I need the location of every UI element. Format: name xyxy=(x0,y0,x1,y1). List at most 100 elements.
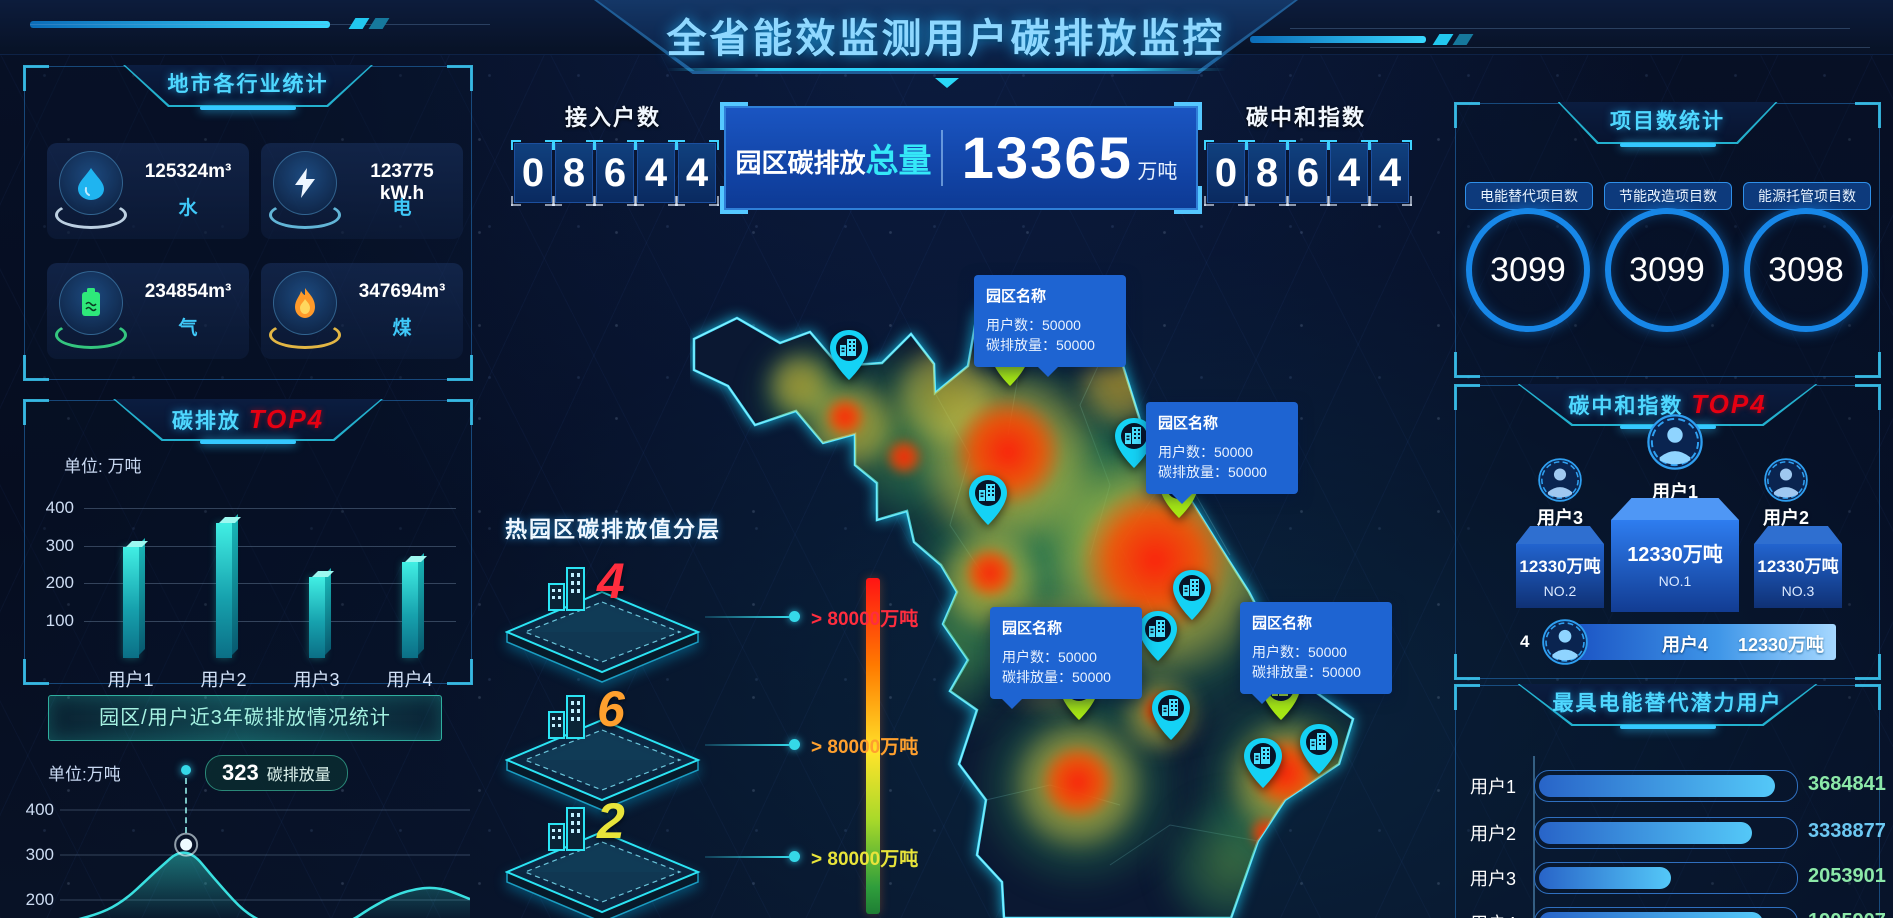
project-count-circle: 3099 xyxy=(1466,208,1590,332)
coal-value: 347694m³ xyxy=(358,281,446,302)
bar-user4[interactable] xyxy=(401,562,418,658)
bar-user2[interactable] xyxy=(231,514,238,655)
podium-first-top xyxy=(1611,498,1739,520)
bar-category-label: 用户4 xyxy=(386,670,433,690)
total-unit: 万吨 xyxy=(1137,160,1178,183)
gas-value: 234854m³ xyxy=(144,281,232,302)
potential-row: 用户2 3338877 xyxy=(1456,817,1886,849)
bar-user1[interactable] xyxy=(122,547,139,658)
podium-second-value: 12330万吨 xyxy=(1519,557,1601,576)
building-icon xyxy=(548,695,585,739)
digit-box: 0 xyxy=(511,140,555,206)
marker-value: 323 xyxy=(222,760,259,785)
emission-bar-chart[interactable]: 400 300 200 100 用户1 用户2 用户3 用户4 xyxy=(46,498,456,690)
electricity-value: 123775 kW.h xyxy=(370,161,434,204)
history-area-chart[interactable]: 400 300 200 xyxy=(24,800,471,918)
chevron-down-icon xyxy=(935,78,959,88)
podium-first-value: 12330万吨 xyxy=(1627,544,1723,566)
layer-count: 2 xyxy=(597,793,625,849)
potential-row: 用户1 3684841 xyxy=(1456,770,1886,802)
panel-project-stats: 项目数统计 电能替代项目数 节能改造项目数 能源托管项目数 3099 3099 … xyxy=(1454,102,1881,378)
project-type-label: 节能改造项目数 xyxy=(1604,182,1732,210)
stat-card-gas: 234854m³ 气 xyxy=(47,263,249,359)
fourth-rank-bar: 用户4 12330万吨 xyxy=(1574,624,1836,660)
stat-card-water: 125324m³ 水 xyxy=(47,143,249,239)
electricity-label: 电 xyxy=(392,198,412,219)
layer-row-3: 2 > 80000万吨 xyxy=(505,793,925,918)
layer-count: 6 xyxy=(597,681,625,737)
digit-box: 8 xyxy=(1245,140,1289,206)
stat-card-electricity: 123775 kW.h 电 xyxy=(261,143,463,239)
bar-category-label: 用户3 xyxy=(293,670,340,690)
digit-box: 4 xyxy=(1327,140,1371,206)
podium-third-name: 用户2 xyxy=(1762,508,1809,528)
user-avatar xyxy=(1542,619,1588,670)
podium-second-top xyxy=(1516,526,1604,544)
panel-industry-stats: 地市各行业统计 125324m³ 水 123775 kW.h 电 234854m… xyxy=(23,65,473,381)
stat-card-coal: 347694m³ 煤 xyxy=(261,263,463,359)
layer-threshold-label: > 80000万吨 xyxy=(811,849,919,870)
panel-potential-users: 最具电能替代潜力用户 用户1 3684841 用户2 3338877 用户3 2… xyxy=(1454,684,1886,918)
park-pin[interactable] xyxy=(1172,569,1212,626)
bar-user3[interactable] xyxy=(308,577,325,658)
fourth-value: 12330万吨 xyxy=(1737,635,1824,655)
bar-user3[interactable] xyxy=(324,568,331,655)
panel-emission-title: 碳排放 xyxy=(171,410,241,433)
park-pin[interactable] xyxy=(1138,610,1178,667)
bar-user4[interactable] xyxy=(417,553,424,655)
history-stats-button[interactable]: 园区/用户近3年碳排放情况统计 xyxy=(48,695,442,741)
park-pin[interactable] xyxy=(1299,723,1339,780)
park-pin[interactable] xyxy=(829,329,869,386)
bar-user1[interactable] xyxy=(138,538,145,655)
layer-dot xyxy=(789,739,800,750)
panel-projects-title: 项目数统计 xyxy=(1610,110,1725,133)
potential-bar-fill xyxy=(1539,912,1763,918)
layer-connector xyxy=(705,744,789,746)
total-divider xyxy=(941,130,943,186)
user-avatar xyxy=(1538,458,1582,507)
header-left-thin-line xyxy=(30,24,490,25)
digit-box: 4 xyxy=(1368,140,1412,206)
bar-chart-unit: 单位: 万吨 xyxy=(64,457,142,476)
park-pin[interactable] xyxy=(1243,737,1283,794)
panel-neutral-title: 碳中和指数 xyxy=(1568,395,1684,418)
page-title: 全省能效监测用户碳排放监控 xyxy=(666,17,1226,61)
digit-box: 8 xyxy=(552,140,596,206)
podium-first-rank: NO.1 xyxy=(1658,573,1692,589)
province-heatmap[interactable]: 园区名称 用户数：50000 碳排放量：50000 园区名称 用户数：50000… xyxy=(690,225,1460,918)
potential-bar-outline xyxy=(1534,862,1798,894)
podium-second-rank: NO.2 xyxy=(1543,583,1577,599)
total-label-main: 园区碳排放 xyxy=(735,148,866,178)
potential-bar-fill xyxy=(1539,867,1672,889)
podium-first-name: 用户1 xyxy=(1651,482,1698,502)
digit-box: 6 xyxy=(593,140,637,206)
panel-industry-title: 地市各行业统计 xyxy=(167,73,329,96)
potential-bar-outline xyxy=(1534,907,1798,918)
park-pin[interactable] xyxy=(1151,689,1191,746)
panel-emission-top4: 碳排放 TOP4 xyxy=(23,399,473,685)
park-pin[interactable] xyxy=(968,474,1008,531)
platform-icon xyxy=(505,830,701,918)
park-pin[interactable] xyxy=(1114,417,1154,474)
gas-label: 气 xyxy=(178,318,198,339)
layer-connector xyxy=(705,856,789,858)
heat-scale-bar xyxy=(866,578,880,914)
digit-box: 6 xyxy=(1286,140,1330,206)
marker-label: 碳排放量 xyxy=(266,767,331,784)
water-label: 水 xyxy=(178,198,198,219)
header-right-thin-line2 xyxy=(1310,47,1870,48)
bar-user2[interactable] xyxy=(215,523,232,658)
marker-tooltip: 323 碳排放量 xyxy=(205,755,348,791)
title-banner xyxy=(597,0,1295,71)
panel-industry-title-banner: 地市各行业统计 xyxy=(123,65,373,110)
podium-third-value: 12330万吨 xyxy=(1757,557,1839,576)
panel-neutral-top4: 碳中和指数 TOP4 用户1 12330万吨 NO.1 用户3 12330万吨 … xyxy=(1454,384,1881,680)
layers-legend-title: 热园区碳排放值分层 xyxy=(505,517,722,542)
total-emission-box: 园区碳排放总量 13365 万吨 xyxy=(720,102,1202,214)
fourth-name: 用户4 xyxy=(1662,635,1709,655)
potential-bar-fill xyxy=(1539,822,1753,844)
layer-threshold-label: > 80000万吨 xyxy=(811,737,919,758)
header-left-accent-line xyxy=(30,21,330,28)
park-tooltip: 园区名称 用户数：50000 碳排放量：50000 xyxy=(1240,602,1392,704)
